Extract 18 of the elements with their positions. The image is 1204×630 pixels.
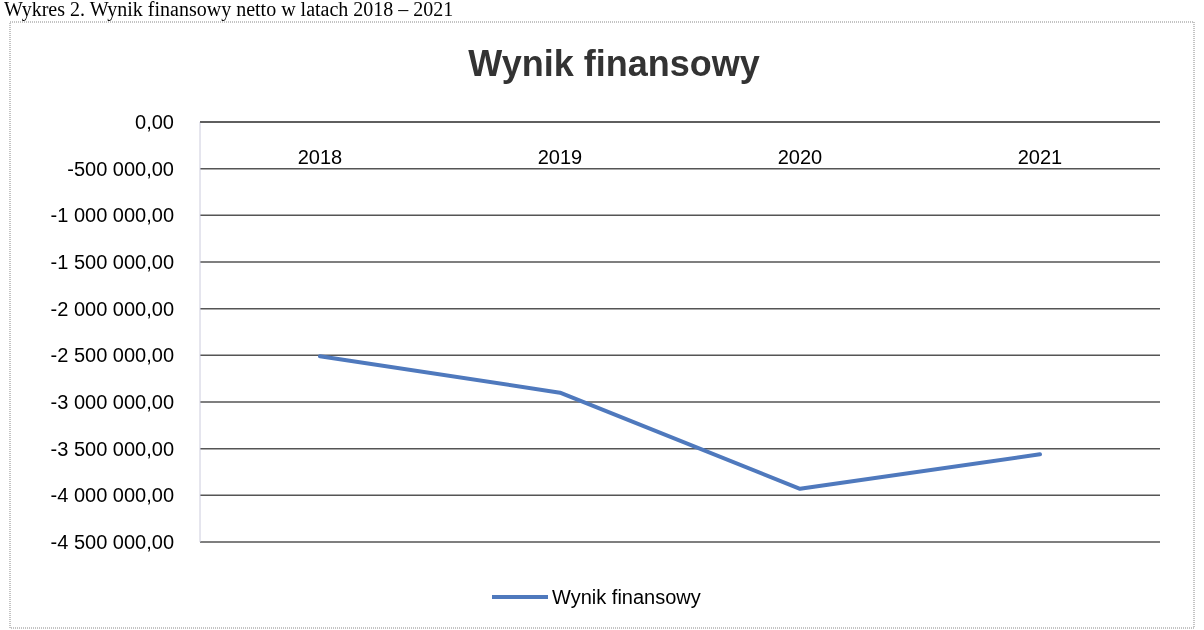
y-tick-label: -2 000 000,00 (50, 297, 174, 320)
y-tick-label: -500 000,00 (67, 157, 174, 180)
x-tick-label: 2021 (1017, 146, 1063, 168)
chart-title: Wynik finansowy (468, 43, 760, 84)
line-series (318, 354, 1042, 491)
x-tick-label: 2019 (537, 146, 583, 168)
y-tick-label: 0,00 (135, 111, 174, 133)
x-tick-label: 2020 (777, 146, 823, 168)
y-tick-label: -3 500 000,00 (50, 437, 174, 460)
text: Wykres 2. Wynik finansowy netto w latach 2018 – 2021 (4, 0, 454, 21)
y-tick-label: -2 500 000,00 (50, 344, 174, 367)
y-tick-label: -4 500 000,00 (50, 531, 174, 553)
y-tick-label: -1 500 000,00 (50, 251, 174, 273)
y-tick-label: -4 000 000,00 (50, 484, 174, 507)
y-tick-label: -1 000 000,00 (50, 204, 174, 227)
y-tick-label: -3 000 000,00 (50, 391, 174, 413)
x-tick-label: 2018 (297, 146, 343, 168)
legend-label: Wynik finansowy (552, 586, 701, 608)
